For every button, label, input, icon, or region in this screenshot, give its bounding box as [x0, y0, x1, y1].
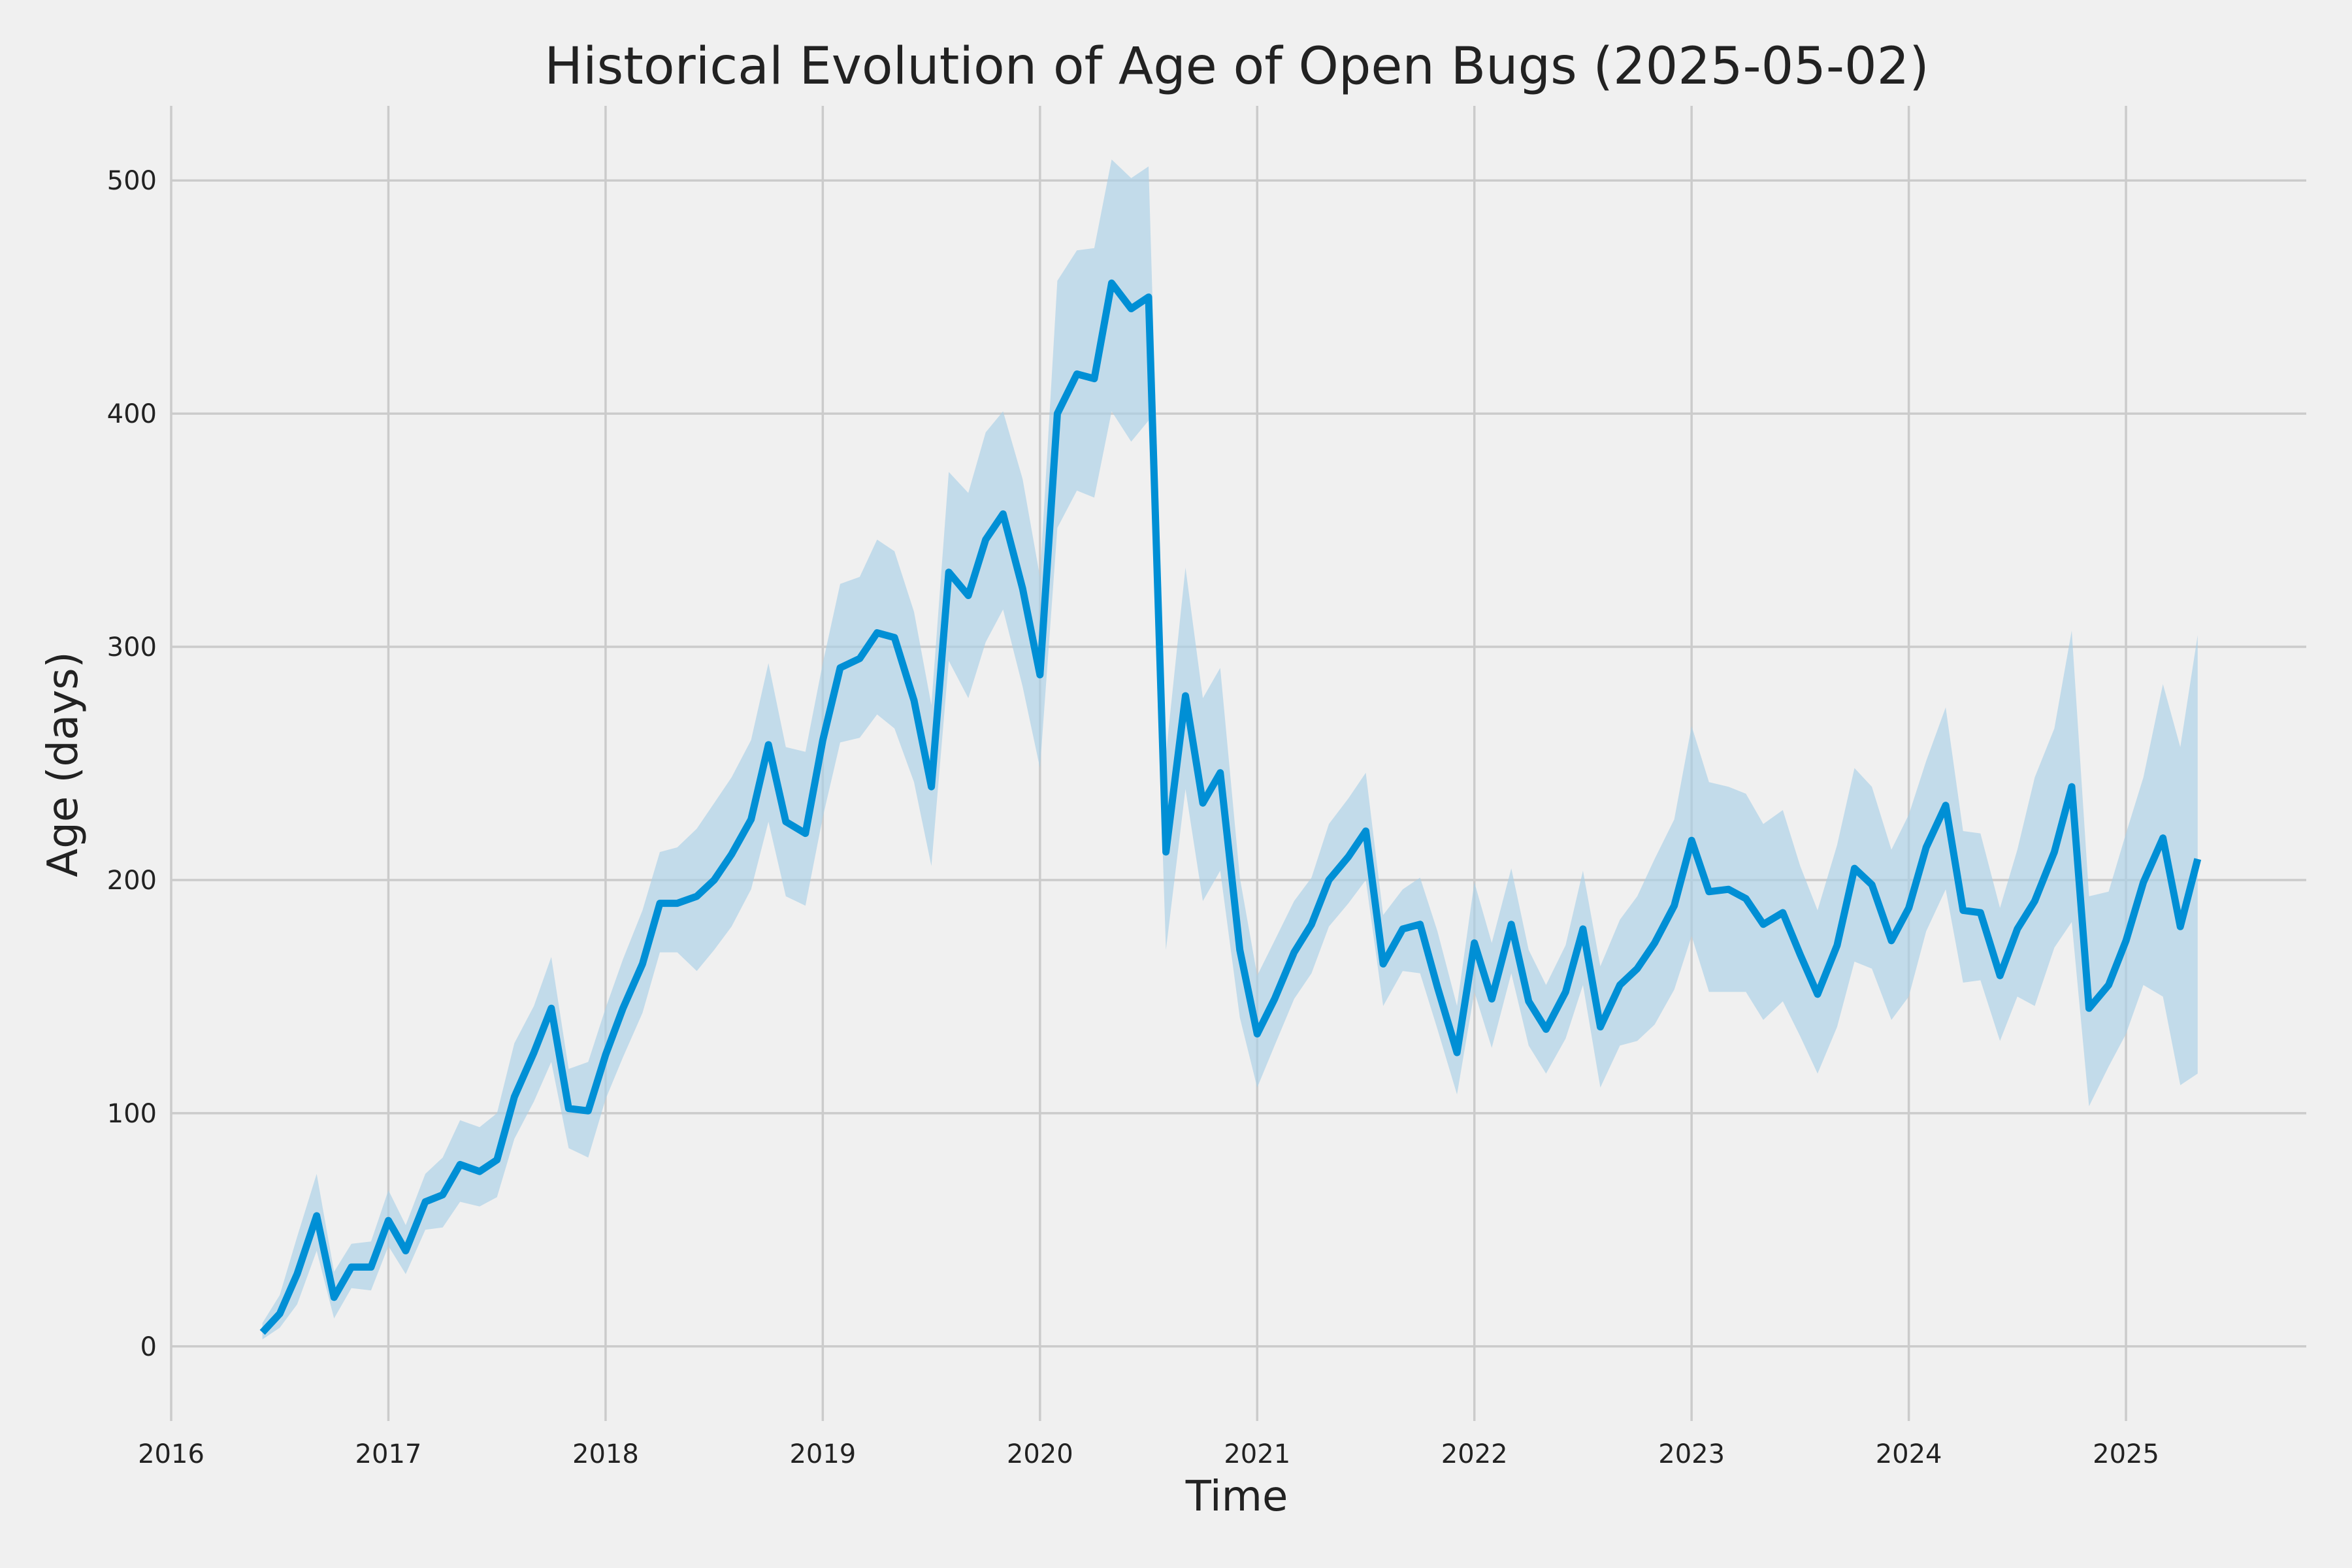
x-tick-label: 2018 — [572, 1439, 639, 1469]
y-axis-label: Age (days) — [39, 651, 88, 877]
x-tick-label: 2024 — [1876, 1439, 1942, 1469]
y-tick-label: 0 — [140, 1332, 157, 1362]
x-tick-label: 2022 — [1441, 1439, 1508, 1469]
x-tick-label: 2020 — [1007, 1439, 1073, 1469]
x-tick-label: 2016 — [138, 1439, 204, 1469]
y-tick-label: 500 — [107, 166, 157, 196]
chart-title: Historical Evolution of Age of Open Bugs… — [544, 37, 1929, 96]
mean-age-line — [259, 279, 2202, 1335]
y-tick-label: 200 — [107, 866, 157, 896]
x-tick-label: 2019 — [789, 1439, 856, 1469]
x-tick-label: 2017 — [355, 1439, 422, 1469]
x-tick-labels: 2016 2017 2018 2019 2020 2021 2022 2023 2024 2025 — [138, 1439, 2159, 1469]
x-tick-label: 2025 — [2093, 1439, 2159, 1469]
series-line-layer — [259, 279, 2202, 1335]
y-tick-label: 100 — [107, 1099, 157, 1129]
x-tick-label: 2023 — [1658, 1439, 1725, 1469]
y-tick-label: 400 — [107, 399, 157, 429]
y-tick-label: 300 — [107, 632, 157, 662]
x-tick-label: 2021 — [1224, 1439, 1290, 1469]
grid-layer — [170, 106, 2306, 1421]
x-axis-label: Time — [1185, 1473, 1288, 1521]
y-tick-labels: 0 100 200 300 400 500 — [107, 166, 157, 1362]
